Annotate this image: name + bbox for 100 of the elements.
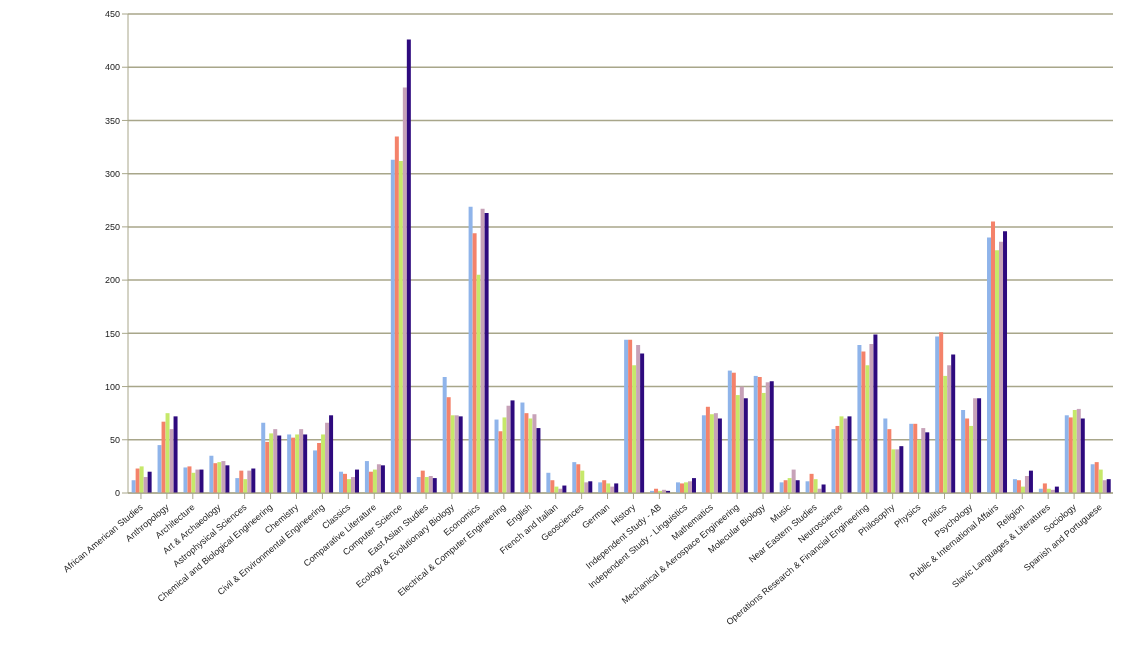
bar: [795, 480, 800, 493]
bar: [143, 477, 148, 493]
bar: [1106, 479, 1111, 493]
bar: [532, 414, 537, 493]
bar: [468, 206, 473, 493]
y-tick-label: 300: [104, 168, 120, 179]
bar: [606, 483, 611, 493]
bar: [835, 425, 840, 493]
bar: [584, 482, 589, 493]
bar: [873, 334, 878, 493]
bar: [450, 415, 455, 493]
bar: [961, 409, 966, 493]
bar: [213, 463, 218, 493]
bar: [498, 431, 503, 493]
bar: [416, 477, 421, 493]
bar: [458, 416, 463, 493]
bar: [1080, 418, 1085, 493]
bar: [691, 478, 696, 493]
bar: [965, 418, 970, 493]
bar: [1042, 483, 1047, 493]
bar: [169, 429, 174, 493]
bar: [831, 429, 836, 493]
bar: [524, 413, 529, 493]
bar: [1003, 231, 1008, 493]
bar: [243, 479, 248, 493]
bar: [183, 467, 188, 493]
bar: [909, 423, 914, 493]
bar: [355, 469, 359, 493]
bar: [161, 421, 166, 493]
bar: [991, 221, 996, 493]
bar: [847, 416, 852, 493]
y-tick-label: 250: [104, 222, 120, 233]
bar: [935, 336, 940, 493]
bar: [757, 376, 762, 493]
bar: [277, 435, 282, 493]
bar: [861, 351, 866, 493]
bar: [809, 473, 814, 493]
bar: [713, 413, 718, 493]
bar: [1094, 462, 1099, 493]
bar: [973, 398, 978, 493]
bar: [805, 481, 810, 493]
bar: [865, 365, 870, 493]
bar: [636, 345, 641, 493]
bar: [247, 470, 252, 493]
bar: [528, 418, 533, 493]
bar: [640, 353, 645, 493]
y-tick-label: 350: [104, 115, 120, 126]
bar: [614, 483, 619, 493]
bar: [372, 469, 377, 493]
bar: [899, 446, 904, 493]
bar: [624, 339, 629, 493]
bar: [351, 477, 355, 493]
bar: [187, 466, 192, 493]
bar: [947, 365, 952, 493]
bar: [472, 233, 477, 493]
bar: [572, 462, 577, 493]
bar: [239, 470, 244, 493]
bar: [390, 159, 395, 493]
bar: [273, 429, 278, 493]
bar: [446, 397, 451, 493]
bar: [1064, 415, 1069, 493]
bar: [705, 406, 710, 493]
bar: [484, 213, 489, 493]
bar: [632, 365, 637, 493]
bar: [165, 413, 170, 493]
bar: [1072, 409, 1077, 493]
bar: [546, 472, 551, 493]
bar: [869, 343, 874, 493]
bar: [251, 468, 256, 493]
bar: [368, 471, 373, 493]
bar: [917, 439, 922, 493]
bar: [295, 434, 300, 493]
bar: [675, 482, 680, 493]
y-tick-label: 50: [109, 434, 120, 445]
bar: [339, 471, 343, 493]
bar: [843, 418, 848, 493]
bar: [394, 136, 399, 493]
bar: [235, 478, 240, 493]
y-tick-label: 450: [104, 9, 120, 20]
bar: [743, 398, 748, 493]
bar: [321, 434, 326, 493]
bar: [325, 422, 330, 493]
bar: [221, 461, 226, 493]
bar: [913, 423, 918, 493]
bar: [209, 455, 214, 493]
bar: [135, 468, 140, 493]
bar: [442, 376, 447, 493]
bar: [839, 416, 844, 493]
bar: [821, 484, 826, 493]
bar: [173, 416, 178, 493]
bar: [895, 449, 900, 493]
bar: [887, 429, 892, 493]
bar: [987, 237, 992, 493]
bar: [1016, 480, 1021, 493]
y-tick-label: 100: [104, 381, 120, 392]
bar: [364, 461, 369, 493]
bar: [1068, 417, 1073, 493]
bar: [735, 395, 740, 493]
bar: [1102, 480, 1107, 493]
bar: [131, 480, 136, 493]
